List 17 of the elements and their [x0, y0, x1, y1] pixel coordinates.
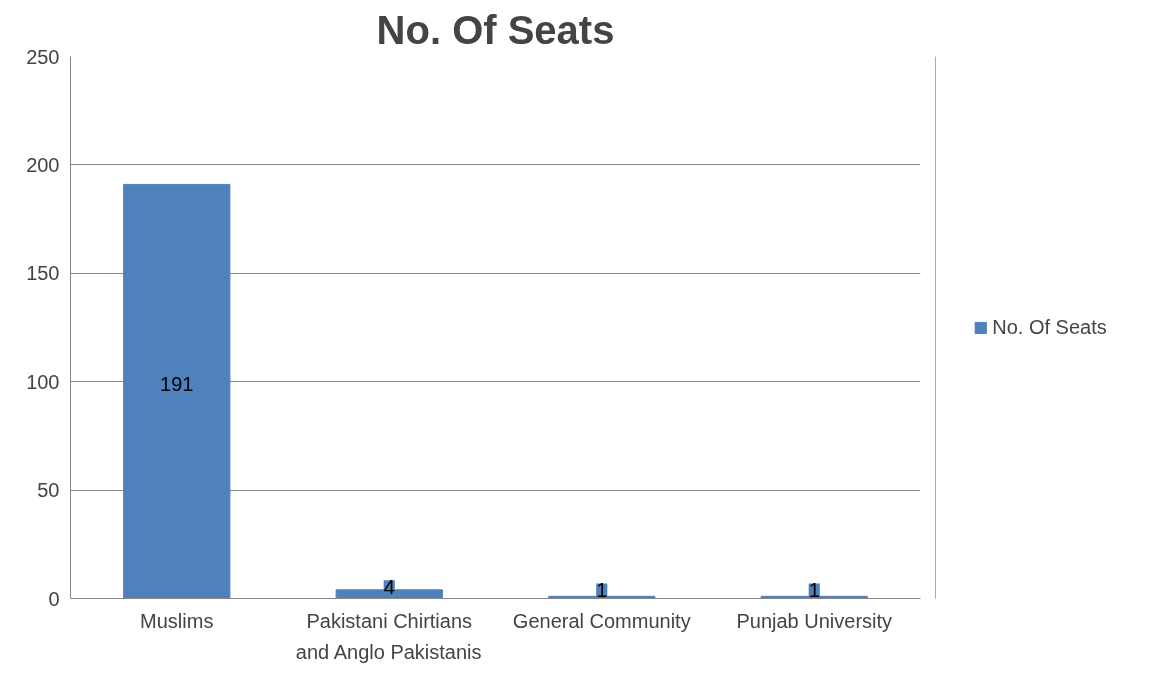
y-tick-label: 250 [26, 45, 60, 68]
data-label: 1 [808, 579, 820, 602]
y-tick-label: 0 [48, 587, 60, 610]
y-tick-label: 50 [37, 479, 60, 502]
category-label: Pakistani Chirtians and Anglo Pakistanis [295, 609, 482, 663]
y-tick-label: 150 [26, 262, 60, 285]
x-tick-label: Muslims [140, 609, 214, 632]
bar [123, 183, 231, 599]
y-tick-label: 200 [26, 153, 60, 176]
x-tick-label: General Community [512, 609, 691, 632]
data-label: 4 [383, 576, 395, 599]
data-label: 1 [596, 579, 608, 602]
chart-title: No. Of Seats [376, 7, 615, 52]
x-tick-label: Punjab University [736, 609, 893, 632]
legend-label: No. Of Seats [992, 315, 1107, 339]
y-tick-label: 100 [26, 370, 60, 393]
data-label: 191 [160, 373, 194, 396]
